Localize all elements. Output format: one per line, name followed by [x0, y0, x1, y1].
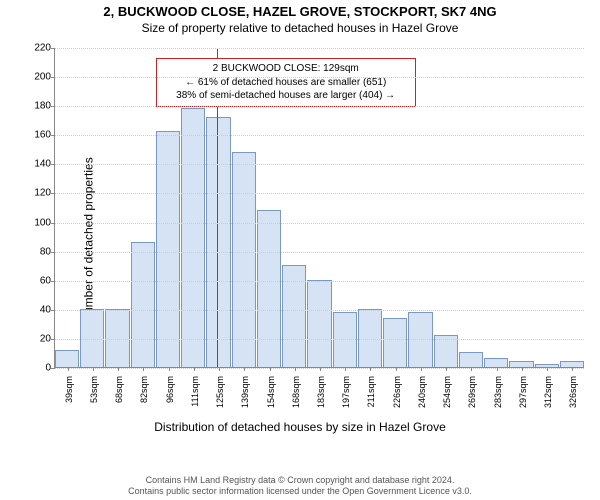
gridline	[55, 310, 584, 311]
x-tick-label: 269sqm	[467, 373, 477, 408]
x-tick-label: 154sqm	[266, 373, 276, 408]
x-tick-mark	[194, 367, 195, 371]
y-tick-mark	[51, 339, 55, 340]
x-tick-mark	[446, 367, 447, 371]
x-tick-mark	[219, 367, 220, 371]
x-tick-label: 82sqm	[139, 373, 149, 403]
y-tick-mark	[51, 135, 55, 136]
y-tick-mark	[51, 106, 55, 107]
x-tick-label: 125sqm	[215, 373, 225, 408]
x-tick-label: 312sqm	[543, 373, 553, 408]
x-tick-mark	[118, 367, 119, 371]
x-tick-mark	[471, 367, 472, 371]
x-tick-mark	[522, 367, 523, 371]
y-tick-mark	[51, 193, 55, 194]
x-axis-label: Distribution of detached houses by size …	[0, 420, 600, 434]
x-tick-mark	[270, 367, 271, 371]
x-tick-mark	[547, 367, 548, 371]
x-tick-label: 197sqm	[341, 373, 351, 408]
page-title-2: Size of property relative to detached ho…	[0, 19, 600, 39]
bar	[206, 117, 230, 367]
annotation-box: 2 BUCKWOOD CLOSE: 129sqm ← 61% of detach…	[156, 58, 416, 107]
bar	[383, 318, 407, 367]
x-tick-label: 283sqm	[493, 373, 503, 408]
x-tick-mark	[244, 367, 245, 371]
x-tick-mark	[396, 367, 397, 371]
gridline	[55, 106, 584, 107]
x-tick-label: 326sqm	[568, 373, 578, 408]
chart-container: Number of detached properties 2 BUCKWOOD…	[0, 40, 600, 440]
gridline	[55, 223, 584, 224]
y-tick-mark	[51, 223, 55, 224]
bar	[105, 309, 129, 367]
y-tick-mark	[51, 281, 55, 282]
y-tick-mark	[51, 310, 55, 311]
gridline	[55, 164, 584, 165]
bar	[80, 309, 104, 367]
x-tick-label: 39sqm	[64, 373, 74, 403]
footer-line1: Contains HM Land Registry data © Crown c…	[0, 475, 600, 487]
gridline	[55, 77, 584, 78]
y-tick-mark	[51, 48, 55, 49]
x-tick-label: 211sqm	[366, 373, 376, 407]
bar	[484, 358, 508, 367]
x-tick-label: 139sqm	[240, 373, 250, 408]
x-tick-label: 68sqm	[114, 373, 124, 403]
gridline	[55, 252, 584, 253]
x-tick-mark	[68, 367, 69, 371]
x-tick-mark	[370, 367, 371, 371]
bar	[181, 108, 205, 367]
bar	[257, 210, 281, 367]
x-tick-mark	[320, 367, 321, 371]
x-tick-label: 240sqm	[417, 373, 427, 408]
x-tick-mark	[143, 367, 144, 371]
x-tick-label: 96sqm	[165, 373, 175, 403]
y-tick-mark	[51, 252, 55, 253]
bar	[459, 352, 483, 367]
y-tick-mark	[51, 164, 55, 165]
x-tick-label: 183sqm	[316, 373, 326, 408]
x-tick-label: 168sqm	[291, 373, 301, 408]
x-tick-mark	[497, 367, 498, 371]
bar	[156, 131, 180, 367]
x-tick-mark	[345, 367, 346, 371]
y-tick-mark	[51, 77, 55, 78]
bar	[55, 350, 79, 367]
y-tick-mark	[51, 368, 55, 369]
x-tick-mark	[93, 367, 94, 371]
bar	[307, 280, 331, 367]
x-tick-mark	[169, 367, 170, 371]
footer-line2: Contains public sector information licen…	[0, 486, 600, 498]
bar	[131, 242, 155, 367]
gridline	[55, 135, 584, 136]
gridline	[55, 193, 584, 194]
x-tick-mark	[572, 367, 573, 371]
x-tick-label: 297sqm	[518, 373, 528, 408]
x-tick-mark	[421, 367, 422, 371]
page-title-1: 2, BUCKWOOD CLOSE, HAZEL GROVE, STOCKPOR…	[0, 0, 600, 19]
gridline	[55, 339, 584, 340]
footer: Contains HM Land Registry data © Crown c…	[0, 475, 600, 498]
bar	[358, 309, 382, 367]
annotation-line3: 38% of semi-detached houses are larger (…	[162, 89, 410, 103]
plot-area: 2 BUCKWOOD CLOSE: 129sqm ← 61% of detach…	[54, 48, 584, 368]
bar	[232, 152, 256, 367]
x-tick-label: 111sqm	[190, 373, 200, 407]
gridline	[55, 48, 584, 49]
annotation-line1: 2 BUCKWOOD CLOSE: 129sqm	[162, 62, 410, 76]
gridline	[55, 281, 584, 282]
x-tick-label: 53sqm	[89, 373, 99, 403]
x-tick-label: 226sqm	[392, 373, 402, 408]
x-tick-label: 254sqm	[442, 373, 452, 408]
x-tick-mark	[295, 367, 296, 371]
